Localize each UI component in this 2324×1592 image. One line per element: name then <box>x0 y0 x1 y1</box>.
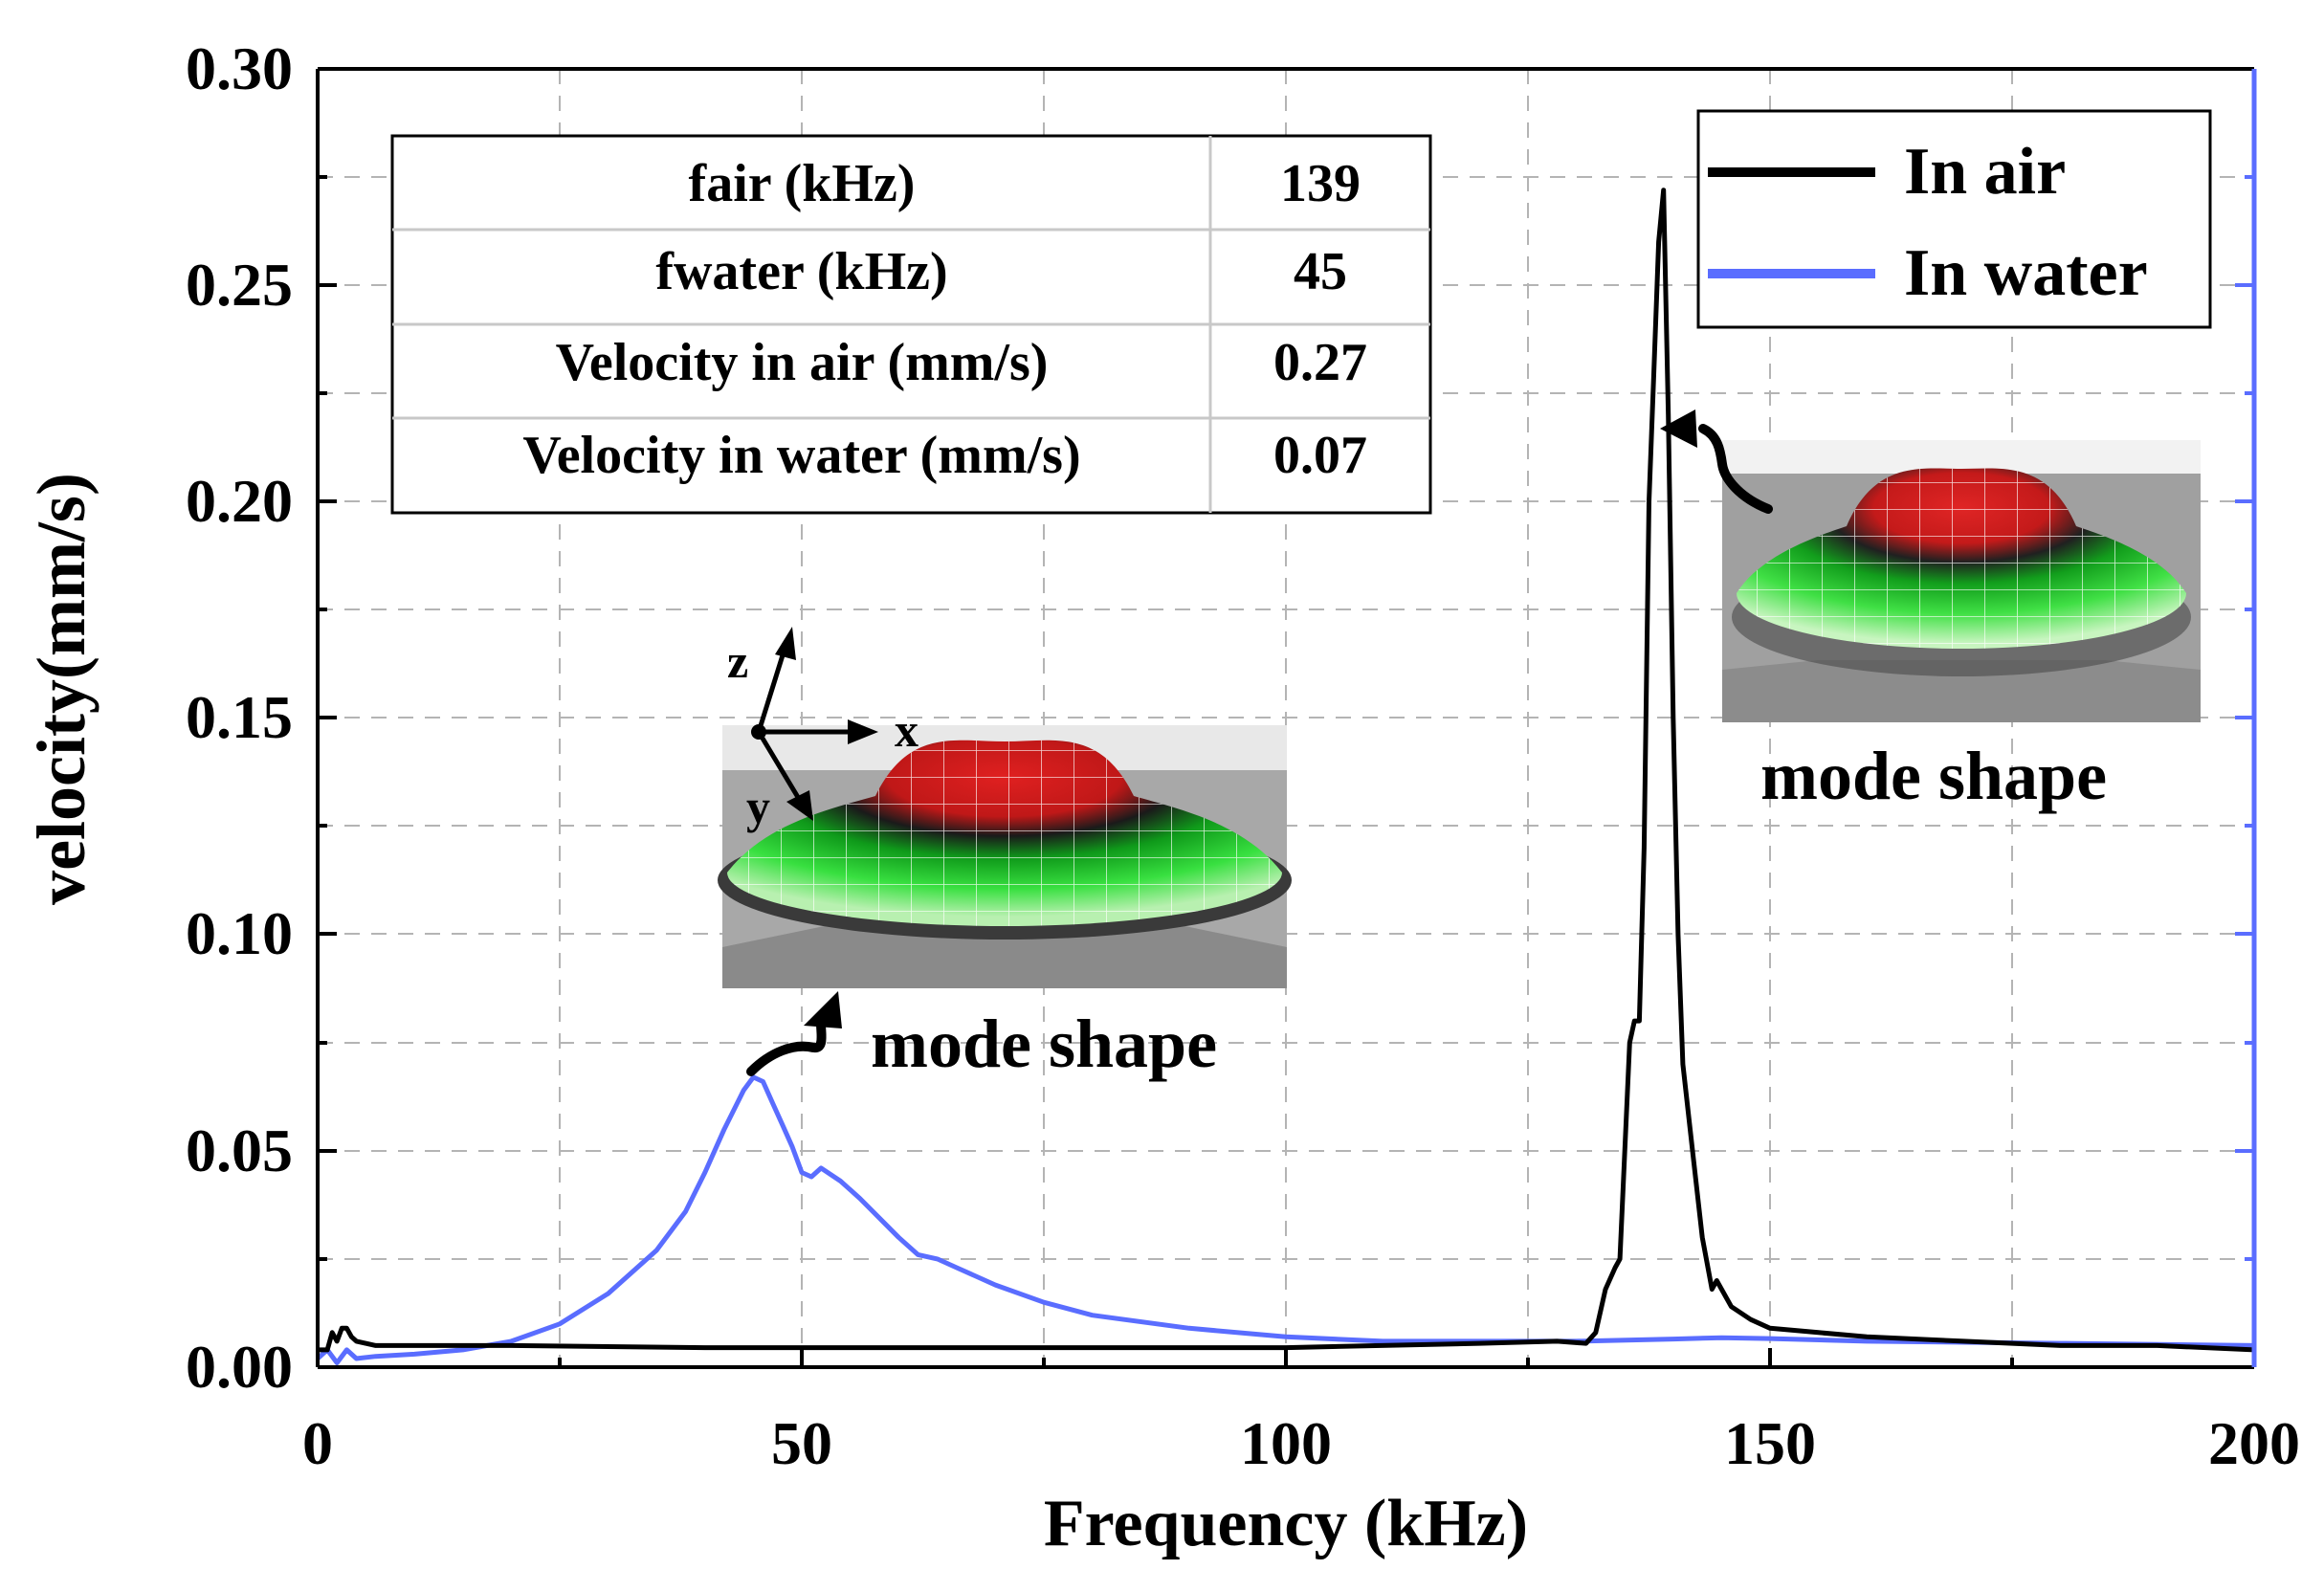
x-tick-label: 0 <box>302 1409 333 1477</box>
legend-label-in-air: In air <box>1904 135 2066 209</box>
x-tick-label: 50 <box>771 1409 832 1477</box>
annotation-arrow-right <box>1660 409 1773 514</box>
mode-shape-image-right <box>1722 440 2201 722</box>
annotation-mode-shape-right: mode shape <box>1760 738 2107 814</box>
table-row-value: 139 <box>1280 154 1361 213</box>
y-tick-label: 0.25 <box>186 251 293 319</box>
annotation-arrow-left <box>746 991 842 1076</box>
summary-table: fair (kHz) 139 fwater (kHz) 45 Velocity … <box>390 134 1432 515</box>
legend-label-in-water: In water <box>1904 236 2148 310</box>
y-tick-label: 0.05 <box>186 1117 293 1184</box>
x-tick-label: 150 <box>1724 1409 1816 1477</box>
table-row-value: 0.27 <box>1273 333 1367 392</box>
annotation-mode-shape-left: mode shape <box>871 1006 1217 1082</box>
table-row-label: Velocity in water (mm/s) <box>522 426 1080 485</box>
right-ticks <box>2235 175 2254 1261</box>
table-row-label: fwater (kHz) <box>655 242 947 301</box>
x-tick-label: 100 <box>1240 1409 1332 1477</box>
y-tick-label: 0.10 <box>186 899 293 967</box>
table-row-label: Velocity in air (mm/s) <box>556 333 1049 392</box>
axis-label-y: y <box>746 780 770 833</box>
ticks <box>318 67 2014 1367</box>
y-tick-label: 0.15 <box>186 683 293 751</box>
table-row-value: 45 <box>1294 242 1347 301</box>
x-axis-title: Frequency (kHz) <box>1044 1487 1528 1560</box>
table-row-label: fair (kHz) <box>689 154 916 213</box>
series-line-in-water <box>318 1074 2254 1365</box>
x-tick-label: 200 <box>2208 1409 2300 1477</box>
y-tick-label: 0.30 <box>186 34 293 102</box>
series-line-in-air <box>318 188 2254 1353</box>
legend: In air In water <box>1696 109 2212 329</box>
axis-label-x: x <box>895 703 919 757</box>
y-tick-label: 0.20 <box>186 467 293 535</box>
table-row-value: 0.07 <box>1273 426 1367 485</box>
coordinate-axes <box>751 627 878 821</box>
y-tick-label: 0.00 <box>186 1333 293 1401</box>
y-axis-title: velocity(mm/s) <box>23 473 100 905</box>
axis-label-z: z <box>727 634 748 688</box>
mode-shape-image-left <box>718 725 1292 988</box>
